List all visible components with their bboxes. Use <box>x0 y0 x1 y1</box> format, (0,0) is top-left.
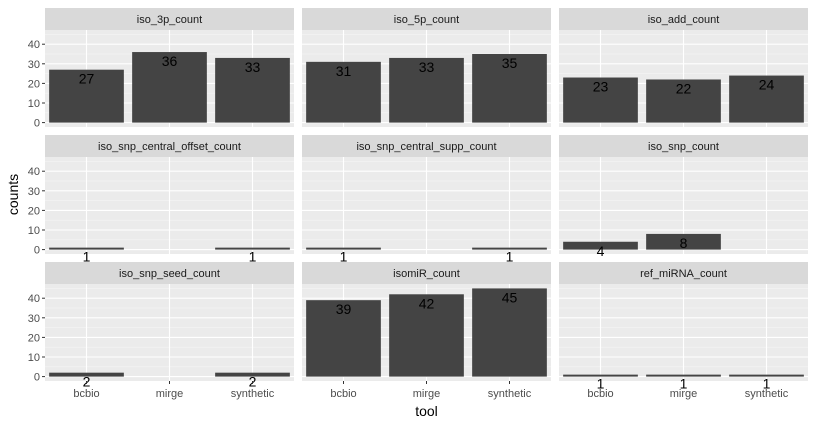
x-tick-label: synthetic <box>745 388 789 400</box>
bar <box>49 69 124 123</box>
bar-value-label: 23 <box>593 79 609 95</box>
facet-strip <box>559 262 808 284</box>
x-tick-label: mirge <box>670 388 698 400</box>
facet-strip <box>559 135 808 157</box>
facet-title: iso_snp_count <box>648 141 719 153</box>
facet-strip <box>302 135 551 157</box>
y-tick-label: 30 <box>28 59 40 71</box>
facet-strip <box>302 262 551 284</box>
bar <box>472 247 547 250</box>
x-tick-label: mirge <box>413 388 441 400</box>
bar-value-label: 45 <box>502 289 518 305</box>
bar-value-label: 36 <box>162 53 178 69</box>
bar <box>646 79 721 123</box>
x-tick-label: synthetic <box>488 388 532 400</box>
y-axis-title: counts <box>5 174 21 215</box>
bar <box>563 241 638 250</box>
facet-strip <box>45 135 294 157</box>
x-tick-label: bcbio <box>587 388 613 400</box>
facet-panel: iso_snp_count 4 8 <box>559 135 808 259</box>
axes: 0 10 20 30 40 0 10 20 30 40 0 10 20 30 40 bcbio mirge syn… <box>28 39 789 400</box>
bar-value-label: 1 <box>506 249 514 265</box>
bar-value-label: 8 <box>680 235 688 251</box>
bar-value-label: 35 <box>502 55 518 71</box>
facet-title: iso_add_count <box>648 14 720 26</box>
facet-panel: iso_snp_central_offset_count 1 1 <box>45 135 294 265</box>
facet-title: iso_5p_count <box>394 14 459 26</box>
bar <box>306 300 381 377</box>
bar <box>389 294 464 377</box>
bar <box>132 52 207 123</box>
facet-title: ref_miRNA_count <box>640 268 727 280</box>
facet-panel: iso_snp_seed_count22 <box>45 262 294 390</box>
facet-panel: ref_miRNA_count111 <box>559 262 808 392</box>
facet-panel: iso_5p_count 31 33 35 <box>302 8 551 127</box>
bar-value-label: 42 <box>419 295 435 311</box>
facet-title: iso_snp_seed_count <box>119 268 220 280</box>
facet-strip <box>45 8 294 30</box>
facet-strip <box>45 262 294 284</box>
bar <box>49 372 124 377</box>
y-tick-label: 10 <box>28 352 40 364</box>
bar <box>563 77 638 123</box>
y-tick-label: 40 <box>28 166 40 178</box>
bar <box>563 374 638 377</box>
facet-title: iso_snp_central_offset_count <box>98 141 241 153</box>
bar <box>389 57 464 123</box>
facet-title: iso_snp_central_supp_count <box>356 141 496 153</box>
y-tick-label: 0 <box>34 118 40 130</box>
facet-panel: iso_snp_central_supp_count 1 1 <box>302 135 551 265</box>
bar <box>472 54 547 123</box>
facet-title: iso_3p_count <box>137 14 202 26</box>
bar <box>729 75 804 123</box>
bar-value-label: 24 <box>759 77 775 93</box>
bar <box>215 57 290 123</box>
y-tick-label: 10 <box>28 225 40 237</box>
bar-value-label: 1 <box>249 249 257 265</box>
bar-value-label: 4 <box>597 243 605 259</box>
y-tick-label: 0 <box>34 372 40 384</box>
bar <box>215 247 290 250</box>
y-tick-label: 40 <box>28 293 40 305</box>
bar-value-label: 1 <box>83 249 91 265</box>
bar-value-label: 27 <box>79 71 95 87</box>
y-tick-label: 20 <box>28 205 40 217</box>
y-tick-label: 30 <box>28 313 40 325</box>
x-tick-label: mirge <box>156 388 184 400</box>
y-tick-label: 0 <box>34 245 40 257</box>
bar-value-label: 22 <box>676 80 692 96</box>
bar-value-label: 33 <box>419 59 435 75</box>
facet-panel: iso_add_count 23 22 24 <box>559 8 808 127</box>
bar-value-label: 39 <box>336 301 352 317</box>
facet-panel: isomiR_count 39 42 45 <box>302 262 551 381</box>
y-tick-label: 40 <box>28 39 40 51</box>
bar <box>215 372 290 377</box>
y-tick-label: 10 <box>28 98 40 110</box>
y-tick-label: 20 <box>28 332 40 344</box>
bar <box>306 247 381 250</box>
facet-strip <box>559 8 808 30</box>
bar <box>472 288 547 377</box>
x-axis-title: tool <box>415 403 438 419</box>
x-tick-label: bcbio <box>330 388 356 400</box>
x-tick-label: bcbio <box>73 388 99 400</box>
x-tick-label: synthetic <box>231 388 275 400</box>
y-tick-label: 30 <box>28 186 40 198</box>
bar <box>49 247 124 250</box>
bar <box>646 374 721 377</box>
facet-title: isomiR_count <box>393 268 460 280</box>
facet-panel: iso_3p_count 27 36 33 <box>45 8 294 127</box>
bar-value-label: 33 <box>245 59 261 75</box>
bar-value-label: 1 <box>340 249 348 265</box>
bar <box>646 233 721 250</box>
bar <box>306 61 381 123</box>
facet-strip <box>302 8 551 30</box>
bar <box>729 374 804 377</box>
y-tick-label: 20 <box>28 78 40 90</box>
bar-value-label: 31 <box>336 63 352 79</box>
